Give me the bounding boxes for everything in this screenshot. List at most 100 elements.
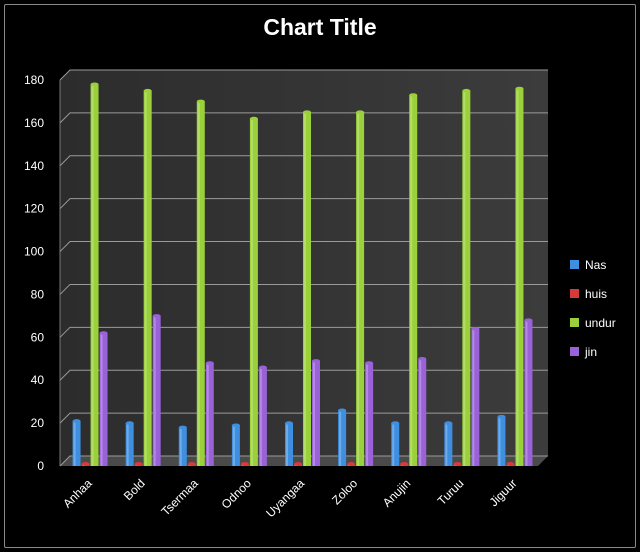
bar-top bbox=[231, 423, 240, 428]
bar-top bbox=[409, 93, 418, 97]
bar-Nas bbox=[497, 414, 506, 466]
bar-top bbox=[400, 462, 409, 466]
bar-undur bbox=[515, 86, 524, 467]
bar-Nas bbox=[285, 421, 293, 466]
y-tick-label: 20 bbox=[31, 416, 45, 430]
bar-Nas bbox=[178, 425, 187, 466]
legend-item-undur: undur bbox=[570, 308, 616, 337]
bar-Nas bbox=[391, 421, 400, 466]
y-tick-label: 160 bbox=[24, 116, 44, 130]
bar-jin bbox=[471, 326, 480, 466]
gridline bbox=[59, 455, 548, 467]
bar-huis bbox=[187, 462, 196, 466]
y-tick-label: 80 bbox=[31, 287, 45, 301]
bar-highlight bbox=[73, 420, 76, 466]
bar-body bbox=[143, 90, 152, 466]
bar-highlight bbox=[232, 425, 235, 466]
bar-undur bbox=[90, 82, 99, 467]
bar-huis bbox=[81, 462, 90, 466]
bar-body bbox=[285, 423, 293, 466]
bar-huis bbox=[294, 462, 302, 466]
bar-highlight bbox=[419, 358, 422, 466]
legend-swatch bbox=[570, 318, 579, 327]
bar-Nas bbox=[125, 421, 134, 466]
bar-top bbox=[365, 361, 374, 365]
bar-body bbox=[90, 84, 99, 467]
bar-body bbox=[231, 425, 240, 466]
bar-top bbox=[338, 408, 347, 413]
bar-highlight bbox=[498, 416, 501, 466]
bar-highlight bbox=[100, 333, 103, 466]
y-tick-label: 0 bbox=[37, 459, 44, 473]
bar-top bbox=[515, 86, 524, 91]
bar-highlight bbox=[304, 112, 306, 467]
bar-body bbox=[365, 363, 374, 466]
bar-undur bbox=[356, 110, 365, 467]
bar-top bbox=[90, 82, 99, 87]
bar-highlight bbox=[516, 88, 519, 467]
bar-top bbox=[134, 462, 143, 466]
bar-top bbox=[285, 421, 293, 425]
bar-Nas bbox=[72, 419, 81, 466]
bar-jin bbox=[152, 314, 161, 466]
gridline bbox=[59, 241, 548, 252]
bar-huis bbox=[453, 462, 462, 466]
x-tick-label: Odnoo bbox=[219, 476, 255, 512]
x-tick-label: Turuu bbox=[435, 476, 467, 508]
bar-highlight bbox=[463, 90, 466, 466]
bar-Nas bbox=[444, 421, 453, 466]
legend-label: Nas bbox=[585, 257, 607, 272]
x-tick-label: Tsermaa bbox=[158, 476, 201, 519]
bar-body bbox=[178, 427, 187, 466]
gridline bbox=[59, 412, 548, 424]
bar-undur bbox=[462, 88, 471, 466]
bar-highlight bbox=[144, 90, 147, 466]
legend-label: huis bbox=[585, 286, 608, 301]
bar-highlight bbox=[445, 423, 448, 466]
bar-highlight bbox=[259, 367, 262, 466]
bar-top bbox=[187, 462, 196, 466]
bar-jin bbox=[312, 359, 320, 466]
bar-undur bbox=[303, 110, 311, 467]
bar-body bbox=[196, 101, 205, 466]
y-tick-label: 180 bbox=[24, 73, 44, 87]
bar-highlight bbox=[357, 112, 360, 467]
y-tick-label: 140 bbox=[24, 159, 44, 173]
bar-highlight bbox=[286, 423, 288, 466]
bar-highlight bbox=[339, 410, 342, 466]
x-tick-label: Anujin bbox=[380, 476, 413, 509]
bar-Nas bbox=[231, 423, 240, 466]
bar-top bbox=[356, 110, 365, 114]
bar-jin bbox=[365, 361, 374, 466]
bar-top bbox=[303, 110, 311, 114]
bar-body bbox=[258, 367, 267, 466]
y-tick-label: 120 bbox=[24, 202, 44, 216]
bar-huis bbox=[347, 462, 356, 466]
legend-item-jin: jin bbox=[570, 337, 616, 366]
bar-body bbox=[471, 328, 480, 466]
bar-body bbox=[497, 416, 506, 466]
y-tick-label: 60 bbox=[31, 330, 45, 344]
bar-body bbox=[524, 320, 533, 466]
y-tick-label: 40 bbox=[31, 373, 45, 387]
bar-jin bbox=[418, 356, 427, 466]
gridline bbox=[59, 283, 548, 295]
bar-highlight bbox=[179, 427, 182, 466]
bar-body bbox=[312, 360, 320, 466]
bar-top bbox=[497, 414, 506, 419]
bar-highlight bbox=[126, 423, 129, 466]
x-tick-label: Jiguur bbox=[487, 476, 520, 509]
bar-undur bbox=[143, 88, 152, 466]
bar-top bbox=[152, 314, 161, 318]
bar-body bbox=[152, 315, 161, 466]
bar-body bbox=[125, 423, 134, 466]
legend: Nas huis undur jin bbox=[570, 250, 616, 366]
x-tick-label: Anhaa bbox=[60, 476, 95, 511]
bar-top bbox=[418, 356, 427, 361]
bar-highlight bbox=[250, 118, 253, 466]
bar-top bbox=[240, 462, 249, 466]
legend-item-huis: huis bbox=[570, 279, 616, 308]
bar-jin bbox=[258, 365, 267, 466]
bar-top bbox=[81, 462, 90, 466]
bar-top bbox=[178, 425, 187, 430]
